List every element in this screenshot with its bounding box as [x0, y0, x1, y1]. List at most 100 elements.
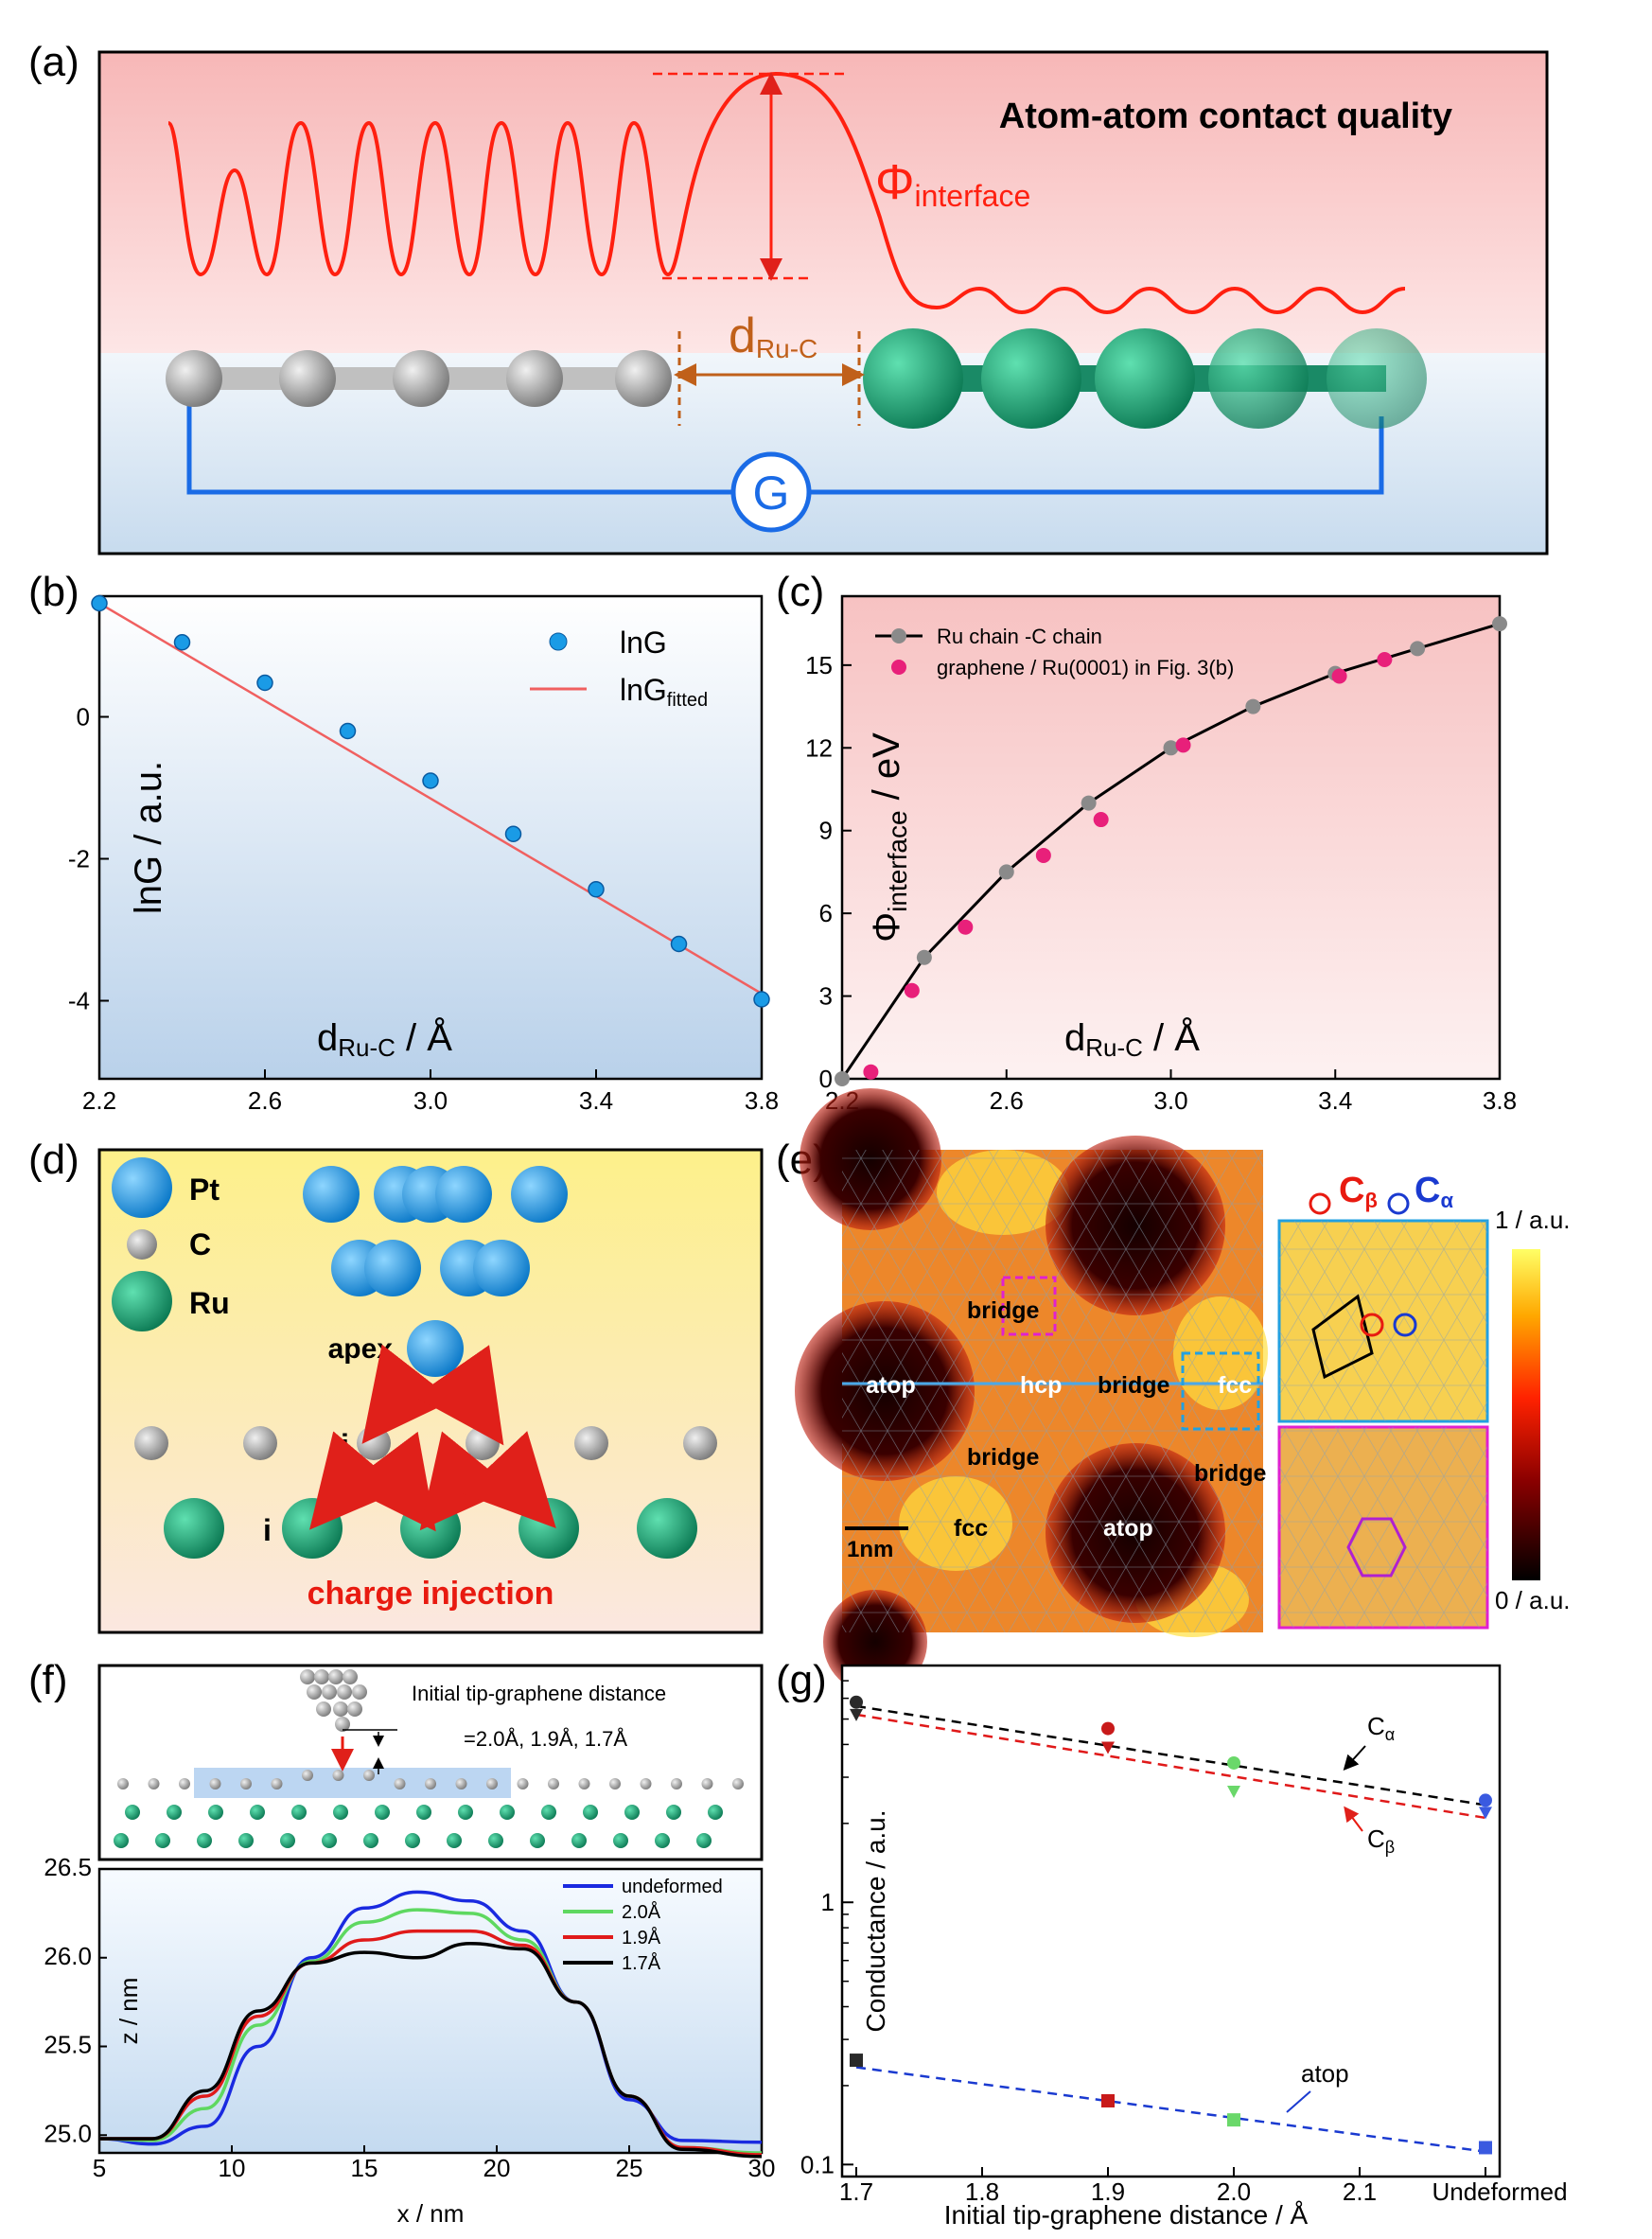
ru-atom [447, 1833, 462, 1848]
panel-b: (b) 2.2 2.6 3.0 3.4 3.8-4-20 lnG lnGfitted l… [28, 569, 779, 1115]
c-alpha-marker [1387, 1192, 1410, 1215]
tip-atoms [300, 1669, 367, 1732]
graphene-point [904, 982, 920, 998]
panel-c-data [835, 616, 1507, 1086]
panel-g-xlabel: Initial tip-graphene distance / Å [944, 2200, 1309, 2230]
carbon-atom [271, 1778, 283, 1789]
data-point [339, 722, 357, 740]
panel-c-xlabel-unit: / Å [1143, 1016, 1200, 1059]
legend-label-lng-fitted: lnG [620, 673, 667, 707]
ru-atom [655, 1833, 670, 1848]
circuit-wire [186, 397, 1384, 495]
carbon-atom [455, 1778, 467, 1789]
y-tick-label: 25.0 [44, 2119, 92, 2147]
y-tick-label: 25.5 [44, 2031, 92, 2059]
profile-3 [98, 1941, 763, 2159]
y-tick-label: 0 [77, 703, 90, 732]
charge-injection-caption: charge injection [308, 1576, 554, 1612]
c-beta-annotation-sub: β [1385, 1838, 1395, 1857]
apex-label: apex [328, 1333, 394, 1365]
ru-atom [167, 1805, 182, 1820]
ru-chain-point [998, 864, 1014, 880]
carbon-atom [393, 350, 449, 407]
panel-c-xlabel-sub: Ru-C [1085, 1033, 1143, 1062]
ru-atom [583, 1805, 598, 1820]
panel-g-data [850, 1695, 1492, 2155]
panel-a: (a) Atom-atom contact quality Φinterface… [28, 39, 1549, 555]
site-label: bridge [1194, 1460, 1266, 1487]
distance-subscript: Ru-C [756, 334, 817, 363]
y-tick-label: 0 [819, 1065, 833, 1093]
unit-cell [1311, 1294, 1374, 1380]
ru-atom [363, 1833, 378, 1848]
panel-g-ticks: 1.7 1.8 1.9 2.0 2.1 Undeformed 0.1 1 [800, 1680, 1568, 2206]
ru-atom [250, 1805, 265, 1820]
svg-text:Cα: Cα [1415, 1171, 1453, 1212]
fit-line [98, 602, 763, 996]
data-point [173, 634, 191, 651]
ru-atom [863, 328, 963, 429]
c-beta-point [850, 1708, 863, 1721]
carbon-atom [148, 1778, 160, 1789]
panel-label-d: (d) [28, 1137, 79, 1183]
scale-bar-label: 1nm [847, 1537, 893, 1562]
carbon-atom [302, 1770, 313, 1781]
data-point [91, 594, 108, 612]
panel-g-frame [840, 1664, 1502, 2178]
svg-text:Cβ: Cβ [1339, 1171, 1378, 1212]
ru-atom [981, 328, 1081, 429]
ru-atom [405, 1833, 420, 1848]
distance-symbol: d [729, 309, 756, 363]
legend-subscript-fitted: fitted [667, 690, 708, 711]
panel-label-a: (a) [28, 39, 79, 85]
panel-f: (f) Initial tip-graphene distance =2.0Å,… [28, 1657, 775, 2228]
conductance-label: G [753, 467, 790, 520]
legend-label: 1.7Å [622, 1952, 661, 1974]
panel-b-xlabel-unit: / Å [395, 1016, 452, 1059]
x-tick-label: 5 [93, 2154, 106, 2182]
tip-distance-label: Initial tip-graphene distance [412, 1682, 666, 1705]
y-tick-label: 1 [821, 1888, 835, 1916]
graphene-point [1093, 812, 1109, 828]
panel-b-xlabel: d [317, 1017, 338, 1059]
ru-atom [1327, 328, 1427, 429]
c-alpha-annotation-sub: α [1385, 1725, 1395, 1744]
x-tick-label: 3.4 [1318, 1086, 1352, 1115]
site-j-label: j [340, 1428, 349, 1462]
ru-chain-point [1081, 795, 1097, 811]
panel-c-ylabel: Φ [866, 912, 907, 943]
c-alpha-sub: α [1440, 1189, 1453, 1212]
x-tick-label: 3.8 [745, 1086, 779, 1115]
hexagon-ring [1346, 1517, 1407, 1578]
ru-atom [488, 1833, 503, 1848]
legend-label: undeformed [622, 1877, 723, 1897]
legend-marker-graphene [891, 660, 906, 675]
panel-f-data [98, 1890, 763, 2159]
atop-point [1227, 2113, 1240, 2127]
carbon-atom [506, 350, 563, 407]
x-tick-label: 1.7 [839, 2177, 873, 2206]
ru-atom [666, 1805, 681, 1820]
panel-label-c: (c) [776, 569, 824, 615]
graphene-point [863, 1064, 879, 1080]
data-point [422, 772, 439, 789]
lattice-overlay [842, 1150, 1263, 1632]
carbon-atom [209, 1778, 221, 1789]
carbon-atom [425, 1778, 436, 1789]
legend-pt-label: Pt [189, 1172, 220, 1207]
phi-subscript: interface [915, 179, 1031, 213]
legend-c-atom [127, 1229, 157, 1260]
svg-text:Φinterface: Φinterface [875, 155, 1030, 213]
x-tick-label: 1.9 [1091, 2177, 1125, 2206]
x-tick-label: 25 [616, 2154, 643, 2182]
c-alpha-site [1393, 1313, 1417, 1337]
apex-atom [407, 1320, 464, 1377]
ru-atom [458, 1805, 473, 1820]
x-tick-label: 20 [483, 2154, 511, 2182]
ru-atom [571, 1833, 587, 1848]
panel-label-g: (g) [776, 1657, 827, 1703]
c-alpha-point [1101, 1721, 1115, 1736]
data-point [588, 881, 605, 898]
carbon-atom [640, 1778, 652, 1789]
